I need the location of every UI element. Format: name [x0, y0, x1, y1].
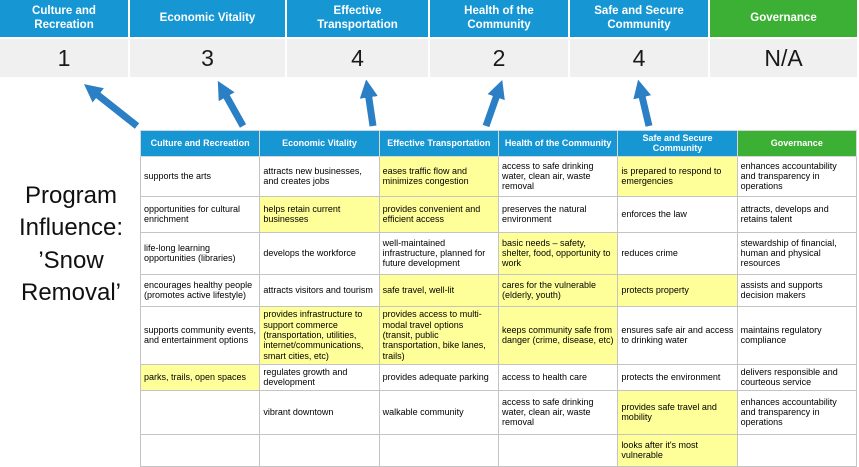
summary-header-governance: Governance [710, 0, 857, 37]
score-effective-transportation: 4 [287, 39, 428, 77]
matrix-cell-r5c1: supports community events, and entertain… [139, 305, 261, 365]
matrix-cell-r3c6: stewardship of financial, human and phys… [736, 231, 858, 275]
matrix-row-4: encourages healthy people (promotes acti… [139, 273, 858, 307]
matrix-cell-r8c5: looks after it's most vulnerable [617, 433, 738, 467]
matrix-cell-r4c2: attracts visitors and tourism [259, 273, 380, 307]
matrix-cell-r8c2 [259, 433, 380, 467]
arrow-2-icon [217, 80, 247, 128]
matrix-cell-r1c1: supports the arts [139, 155, 261, 197]
matrix-cell-r2c4: preserves the natural environment [497, 195, 619, 233]
matrix-cell-r1c6: enhances accountability and transparency… [736, 155, 858, 197]
score-governance: N/A [710, 39, 857, 77]
matrix-cell-r7c4: access to safe drinking water, clean air… [497, 389, 619, 435]
program-title-line: Influence: [18, 214, 124, 242]
matrix-cell-r4c4: cares for the vulnerable (elderly, youth… [497, 273, 619, 307]
matrix-cell-r5c6: maintains regulatory compliance [736, 305, 858, 365]
matrix-cell-r5c3: provides access to multi-modal travel op… [378, 305, 499, 365]
arrow-5-icon [633, 80, 653, 127]
matrix-row-6: parks, trails, open spaces regulates grow… [139, 363, 858, 391]
summary-header-health-of-the-community: Health of the Community [430, 0, 568, 37]
matrix-cell-r7c1 [139, 389, 261, 435]
matrix-cell-r1c5: is prepared to respond to emergencies [617, 155, 738, 197]
matrix-cell-r4c6: assists and supports decision makers [736, 273, 858, 307]
program-title-line: Removal’ [20, 279, 122, 307]
matrix-cell-r2c1: opportunities for cultural enrichment [139, 195, 261, 233]
matrix-cell-r7c5: provides safe travel and mobility [617, 389, 738, 435]
matrix-row-2: opportunities for cultural enrichment hel… [139, 195, 858, 233]
summary-header-band: Culture and Recreation Economic Vitality… [0, 0, 857, 37]
matrix-cell-r2c2: helps retain current businesses [259, 195, 380, 233]
matrix-row-8: looks after it's most vulnerable [139, 433, 858, 467]
matrix-cell-r3c3: well-maintained infrastructure, planned … [378, 231, 499, 275]
program-title: Program Influence: ’Snow Removal’ [0, 180, 142, 310]
matrix-cell-r1c4: access to safe drinking water, clean air… [497, 155, 619, 197]
matrix-cell-r6c1: parks, trails, open spaces [139, 363, 261, 391]
matrix-cell-r7c6: enhances accountability and transparency… [736, 389, 858, 435]
matrix-cell-r5c5: ensures safe air and access to drinking … [617, 305, 738, 365]
matrix-cell-r2c6: attracts, develops and retains talent [736, 195, 858, 233]
matrix-cell-r7c2: vibrant downtown [259, 389, 380, 435]
matrix-cell-r8c3 [378, 433, 499, 467]
matrix-cell-r1c3: eases traffic flow and minimizes congest… [378, 155, 499, 197]
influence-matrix: Culture and Recreation Economic Vitality E… [139, 130, 858, 467]
matrix-cell-r6c6: delivers responsible and courteous servi… [736, 363, 858, 391]
arrow-1-icon [84, 84, 140, 129]
matrix-header-row: Culture and Recreation Economic Vitality E… [139, 130, 858, 157]
matrix-cell-r6c3: provides adequate parking [378, 363, 499, 391]
matrix-cell-r3c4: basic needs – safety, shelter, food, opp… [497, 231, 619, 275]
matrix-cell-r2c3: provides convenient and efficient access [378, 195, 499, 233]
matrix-cell-r5c4: keeps community safe from danger (crime,… [497, 305, 619, 365]
summary-header-effective-transportation: Effective Transportation [287, 0, 428, 37]
matrix-cell-r4c1: encourages healthy people (promotes acti… [139, 273, 261, 307]
matrix-header-col2: Economic Vitality [259, 130, 380, 157]
matrix-cell-r8c1 [139, 433, 261, 467]
score-arrows [84, 80, 653, 129]
program-title-line: ’Snow [38, 246, 104, 274]
matrix-row-3: life-long learning opportunities (librar… [139, 231, 858, 275]
matrix-cell-r3c5: reduces crime [617, 231, 738, 275]
matrix-cell-r4c5: protects property [617, 273, 738, 307]
matrix-header-col4: Health of the Community [497, 130, 619, 157]
matrix-cell-r8c4 [497, 433, 619, 467]
matrix-row-7: vibrant downtown walkable community access… [139, 389, 858, 435]
matrix-cell-r4c3: safe travel, well-lit [378, 273, 499, 307]
matrix-cell-r6c5: protects the environment [617, 363, 738, 391]
matrix-header-col6: Governance [736, 130, 858, 157]
arrow-3-icon [359, 80, 378, 127]
summary-header-safe-and-secure-community: Safe and Secure Community [570, 0, 708, 37]
matrix-cell-r3c2: develops the workforce [259, 231, 380, 275]
score-economic-vitality: 3 [130, 39, 285, 77]
matrix-header-col1: Culture and Recreation [139, 130, 261, 157]
matrix-cell-r2c5: enforces the law [617, 195, 738, 233]
program-title-line: Program [24, 182, 118, 209]
summary-header-culture-and-recreation: Culture and Recreation [0, 0, 128, 37]
matrix-cell-r8c6 [736, 433, 858, 467]
matrix-cell-r5c2: provides infrastructure to support comme… [259, 305, 380, 365]
matrix-cell-r7c3: walkable community [378, 389, 499, 435]
matrix-row-5: supports community events, and entertain… [139, 305, 858, 365]
matrix-cell-r3c1: life-long learning opportunities (librar… [139, 231, 261, 275]
matrix-header-col5: Safe and Secure Community [617, 130, 738, 157]
score-culture-and-recreation: 1 [0, 39, 128, 77]
summary-header-economic-vitality: Economic Vitality [130, 0, 285, 37]
arrow-4-icon [482, 80, 505, 128]
summary-score-band: 1 3 4 2 4 N/A [0, 39, 857, 77]
matrix-header-col3: Effective Transportation [378, 130, 499, 157]
matrix-cell-r6c4: access to health care [497, 363, 619, 391]
matrix-row-1: supports the arts attracts new businesses… [139, 155, 858, 197]
matrix-body: supports the arts attracts new businesses… [139, 155, 858, 467]
score-safe-and-secure-community: 4 [570, 39, 708, 77]
matrix-cell-r1c2: attracts new businesses, and creates job… [259, 155, 380, 197]
score-health-of-the-community: 2 [430, 39, 568, 77]
matrix-cell-r6c2: regulates growth and development [259, 363, 380, 391]
